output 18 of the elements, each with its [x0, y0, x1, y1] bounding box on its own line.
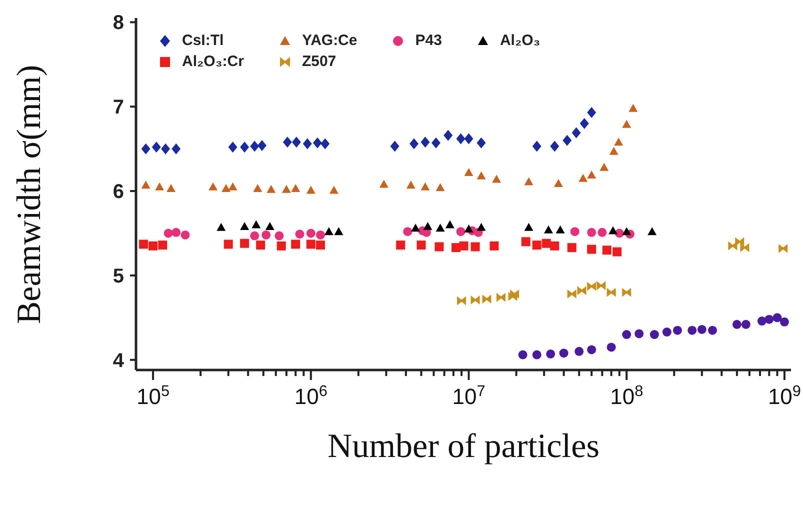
y-tick-label: 5 [112, 265, 124, 288]
legend-label: YAG:Ce [302, 32, 358, 49]
y-tick-label: 6 [112, 181, 124, 204]
x-tick-label: 10$^{7}$ [452, 382, 486, 409]
y-tick-label: 4 [112, 350, 125, 372]
x-axis-title: Number of particles [328, 428, 600, 465]
legend-label: CsI:Tl [182, 32, 224, 49]
legend-label: Z507 [302, 53, 336, 70]
legend-label: Al₂O₃:Cr [182, 53, 244, 70]
legend-label: Al₂O₃ [500, 32, 540, 49]
y-tick-label: 8 [112, 12, 124, 34]
y-tick-label: 7 [112, 96, 124, 119]
legend-label: P43 [415, 32, 442, 49]
x-tick-label: 10$^{6}$ [294, 382, 328, 409]
x-tick-label: 10$^{9}$ [768, 382, 801, 409]
y-axis-title: Beamwidth σ(mm) [11, 64, 48, 324]
x-tick-label: 10$^{8}$ [610, 382, 644, 409]
x-tick-label: 10$^{5}$ [136, 382, 170, 409]
